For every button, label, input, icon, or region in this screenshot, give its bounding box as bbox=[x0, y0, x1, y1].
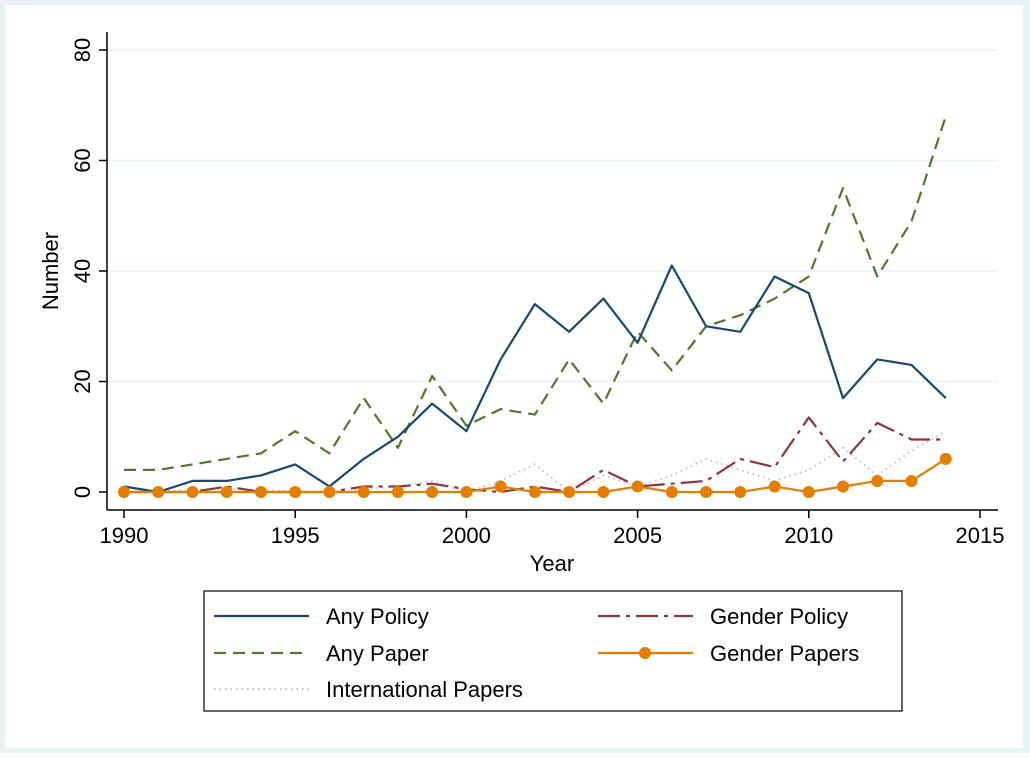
x-tick-label: 2000 bbox=[442, 523, 491, 548]
series-line bbox=[124, 430, 947, 493]
data-point bbox=[665, 486, 678, 498]
data-point bbox=[837, 480, 850, 493]
data-point bbox=[768, 480, 781, 493]
x-tick-label: 2005 bbox=[613, 523, 662, 548]
data-point bbox=[152, 486, 165, 498]
x-tick-label: 2010 bbox=[784, 523, 833, 548]
data-point bbox=[254, 486, 267, 498]
legend-item: Gender Policy bbox=[598, 604, 848, 629]
data-point bbox=[939, 452, 952, 465]
series-line bbox=[124, 416, 946, 494]
legend: Any Policy Gender Policy Any Paper Gender P… bbox=[203, 590, 903, 712]
x-ticks: 1990 1995 2000 2005 2010 2015 bbox=[100, 510, 1005, 548]
x-tick-label: 1990 bbox=[100, 523, 149, 548]
y-tick-label: 0 bbox=[70, 486, 95, 498]
x-tick-label: 2015 bbox=[956, 523, 1005, 548]
data-point bbox=[323, 486, 336, 498]
legend-item: International Papers bbox=[214, 677, 523, 702]
data-point bbox=[391, 486, 404, 498]
legend-label: International Papers bbox=[326, 677, 523, 702]
series-any-policy bbox=[123, 264, 947, 494]
series-any-paper bbox=[124, 115, 947, 471]
series-line bbox=[124, 115, 947, 471]
data-point bbox=[700, 486, 713, 498]
data-point bbox=[494, 480, 507, 493]
y-tick-label: 80 bbox=[70, 38, 95, 62]
series-gender-papers bbox=[118, 452, 952, 498]
legend-label: Gender Policy bbox=[710, 604, 848, 629]
data-point bbox=[597, 486, 610, 498]
legend-label: Any Paper bbox=[326, 641, 429, 666]
data-point bbox=[905, 474, 918, 487]
data-point bbox=[734, 486, 747, 498]
data-point bbox=[871, 474, 884, 487]
y-axis-label: Number bbox=[38, 232, 63, 310]
y-tick-label: 20 bbox=[70, 369, 95, 393]
series-line bbox=[123, 264, 947, 494]
legend-marker bbox=[639, 647, 651, 659]
data-point bbox=[426, 486, 439, 498]
legend-item: Any Paper bbox=[214, 641, 429, 666]
x-axis-label: Year bbox=[530, 551, 574, 576]
legend-label: Any Policy bbox=[326, 604, 429, 629]
series-international-papers bbox=[124, 430, 947, 493]
legend-box bbox=[203, 590, 903, 712]
data-point bbox=[460, 486, 473, 498]
y-tick-label: 60 bbox=[70, 148, 95, 172]
data-point bbox=[563, 486, 576, 498]
data-point bbox=[220, 486, 233, 498]
legend-label: Gender Papers bbox=[710, 641, 859, 666]
series bbox=[118, 115, 952, 498]
x-tick-label: 1995 bbox=[271, 523, 320, 548]
legend-item: Any Policy bbox=[214, 604, 429, 629]
data-point bbox=[186, 486, 199, 498]
data-point bbox=[357, 486, 370, 498]
data-point bbox=[631, 480, 644, 493]
data-point bbox=[528, 486, 541, 498]
legend-item: Gender Papers bbox=[598, 641, 859, 666]
gridlines bbox=[107, 49, 998, 383]
data-point bbox=[802, 486, 815, 498]
series-gender-policy bbox=[124, 416, 946, 494]
data-point bbox=[289, 486, 302, 498]
data-point bbox=[118, 486, 130, 498]
y-ticks: 0 20 40 60 80 bbox=[70, 38, 107, 498]
y-tick-label: 40 bbox=[70, 259, 95, 283]
